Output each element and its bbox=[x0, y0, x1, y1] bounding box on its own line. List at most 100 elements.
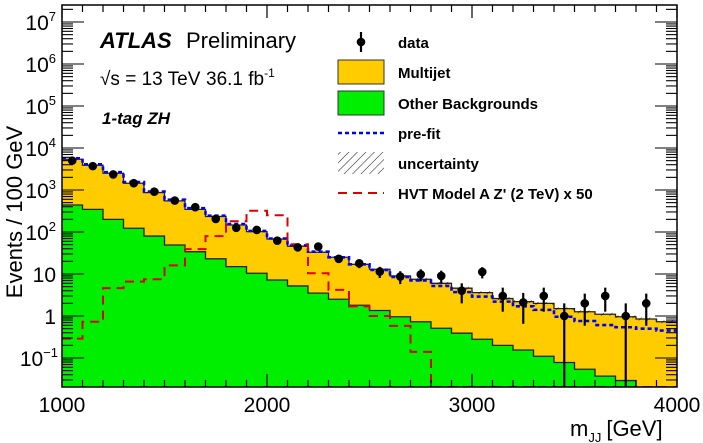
data-point bbox=[231, 223, 241, 233]
data-point bbox=[313, 242, 323, 251]
other-backgrounds-bar bbox=[205, 258, 227, 387]
legend-data-marker-icon bbox=[356, 37, 366, 47]
y-tick-base: 10 bbox=[25, 138, 48, 161]
data-point bbox=[211, 214, 221, 224]
data-point bbox=[600, 291, 610, 301]
y-tick-exponent: 5 bbox=[49, 93, 56, 108]
data-point bbox=[190, 202, 200, 212]
y-tick-exponent: −1 bbox=[43, 345, 58, 360]
other-backgrounds-bar bbox=[492, 345, 514, 387]
other-backgrounds-bar bbox=[451, 333, 473, 387]
data-point bbox=[354, 258, 364, 268]
other-backgrounds-bar bbox=[349, 305, 370, 387]
y-tick-label: 105 bbox=[25, 93, 56, 119]
other-backgrounds-bar bbox=[390, 316, 411, 387]
legend-item: uncertainty bbox=[338, 152, 480, 174]
y-tick-base: 10 bbox=[25, 222, 48, 245]
other-backgrounds-bar bbox=[369, 310, 391, 387]
data-point bbox=[252, 225, 262, 235]
data-point bbox=[293, 243, 303, 252]
y-tick-base: 10 bbox=[20, 348, 43, 371]
legend-swatch bbox=[337, 59, 385, 85]
legend: data Multijet Other Backgrounds pre-fit unce… bbox=[337, 32, 593, 203]
legend-item: pre-fit bbox=[338, 126, 441, 143]
legend-label: data bbox=[398, 35, 430, 52]
data-point bbox=[149, 187, 159, 197]
data-point bbox=[539, 291, 549, 301]
other-backgrounds-bar bbox=[123, 228, 145, 387]
lumi-label: 36.1 fb-1 bbox=[206, 66, 275, 90]
y-tick-label: 10 bbox=[33, 264, 56, 287]
uncertainty-band bbox=[595, 312, 616, 316]
other-backgrounds-bar bbox=[533, 356, 555, 387]
region-label: 1-tag ZH bbox=[102, 109, 171, 128]
data-point bbox=[375, 267, 385, 276]
experiment-label: ATLAS bbox=[99, 28, 172, 53]
data-point bbox=[518, 298, 528, 307]
legend-hatch-icon bbox=[338, 152, 384, 174]
data-point bbox=[498, 291, 508, 301]
legend-label: Multijet bbox=[398, 65, 451, 82]
y-tick-base: 10 bbox=[25, 54, 48, 77]
y-tick-base: 10 bbox=[25, 180, 48, 203]
other-backgrounds-bar bbox=[144, 236, 165, 387]
uncertainty-band bbox=[472, 291, 493, 295]
lumi-exponent: -1 bbox=[264, 66, 275, 80]
y-axis-title: Events / 100 GeV bbox=[2, 125, 27, 298]
other-backgrounds-bar bbox=[328, 299, 350, 387]
legend-label: uncertainty bbox=[398, 156, 480, 173]
multijet-bar bbox=[574, 311, 596, 387]
y-tick-base: 1 bbox=[44, 306, 56, 329]
other-backgrounds-bar bbox=[574, 369, 596, 387]
legend-label: HVT Model A Z' (2 TeV) x 50 bbox=[398, 186, 593, 203]
other-backgrounds-bar bbox=[287, 285, 309, 387]
other-backgrounds-bar bbox=[164, 245, 186, 387]
x-tick-label: 3000 bbox=[449, 394, 496, 417]
legend-swatch bbox=[337, 90, 385, 116]
y-tick-exponent: 7 bbox=[49, 9, 56, 24]
multijet-bar bbox=[595, 314, 616, 387]
y-tick-exponent: 4 bbox=[49, 135, 56, 150]
other-backgrounds-bar bbox=[431, 328, 452, 387]
data-point bbox=[395, 272, 405, 281]
other-backgrounds-bar bbox=[472, 339, 493, 387]
y-tick-label: 104 bbox=[25, 135, 56, 161]
legend-label: pre-fit bbox=[398, 126, 441, 143]
other-backgrounds-bar bbox=[267, 279, 288, 387]
other-backgrounds-bar bbox=[103, 219, 124, 387]
uncertainty-band bbox=[431, 281, 452, 285]
data-point bbox=[580, 299, 590, 308]
y-tick-base: 10 bbox=[25, 96, 48, 119]
data-point bbox=[559, 311, 569, 321]
legend-item: HVT Model A Z' (2 TeV) x 50 bbox=[338, 186, 593, 203]
legend-label: Other Backgrounds bbox=[398, 96, 538, 113]
x-tick-labels: 1000 2000 3000 4000 bbox=[39, 394, 701, 417]
legend-item: Other Backgrounds bbox=[337, 90, 538, 116]
data-point bbox=[621, 311, 631, 321]
data-point bbox=[477, 267, 487, 277]
data-point bbox=[641, 299, 651, 308]
other-backgrounds-bar bbox=[82, 209, 104, 387]
data-point bbox=[457, 286, 467, 296]
x-axis-var-sub: JJ bbox=[588, 430, 601, 443]
y-tick-label: 107 bbox=[25, 9, 56, 35]
x-tick-label: 1000 bbox=[39, 394, 86, 417]
legend-item: Multijet bbox=[337, 59, 451, 85]
data-point bbox=[88, 161, 98, 171]
plot-area bbox=[62, 156, 677, 387]
y-tick-label: 1 bbox=[44, 306, 56, 329]
uncertainty-band bbox=[656, 320, 677, 324]
other-backgrounds-bar bbox=[308, 293, 329, 387]
other-backgrounds-bar bbox=[246, 273, 268, 387]
data-point bbox=[436, 271, 446, 281]
data-point bbox=[272, 236, 282, 246]
data-point bbox=[129, 178, 139, 188]
other-backgrounds-outline bbox=[62, 204, 677, 387]
axis-ticks bbox=[61, 5, 678, 387]
y-tick-base: 10 bbox=[25, 12, 48, 35]
other-backgrounds-bar bbox=[410, 321, 432, 387]
y-tick-label: 106 bbox=[25, 51, 56, 77]
data-point bbox=[170, 196, 180, 205]
